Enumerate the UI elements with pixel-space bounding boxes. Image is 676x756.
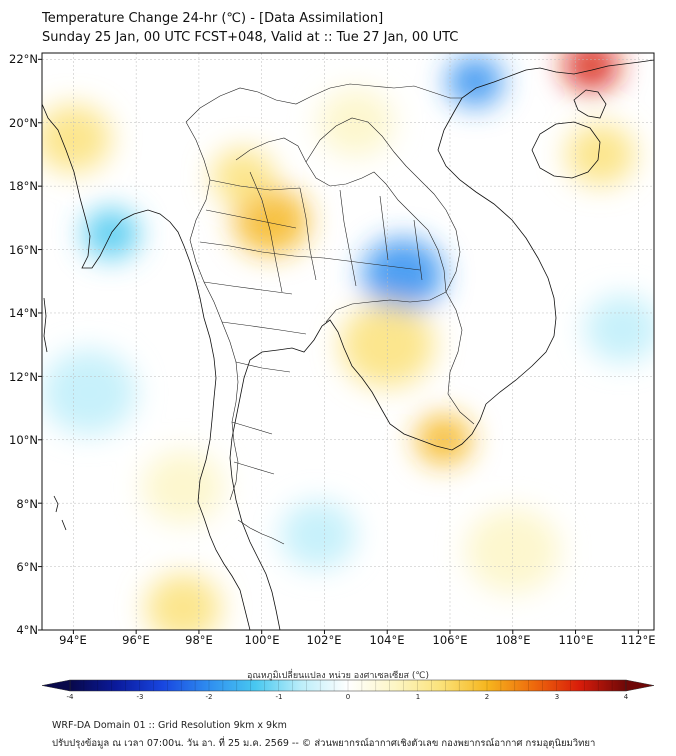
lat-label-22: 22°N <box>9 52 38 66</box>
colorbar-tick-label: 3 <box>554 693 560 701</box>
temperature-anomaly-region <box>42 349 137 435</box>
provinces-thailand <box>199 171 423 475</box>
lon-label-98: 98°E <box>185 633 213 647</box>
temperature-anomaly-region <box>340 302 435 388</box>
footer-credit: ปรับปรุงข้อมูล ณ เวลา 07:00น. วัน อา. ที… <box>52 738 596 749</box>
temperature-anomaly-region <box>562 53 620 92</box>
coastline-nicobar <box>53 495 67 531</box>
temperature-anomaly-region <box>145 573 221 630</box>
lat-label-18: 18°N <box>9 179 38 193</box>
lon-label-106: 106°E <box>432 633 468 647</box>
lat-label-8: 8°N <box>16 497 38 511</box>
chart-subtitle: Sunday 25 Jan, 00 UTC FCST+048, Valid at… <box>42 30 459 45</box>
coastline-hainan <box>531 121 601 179</box>
colorbar-tick-label: -4 <box>66 693 74 701</box>
map-frame <box>41 52 655 631</box>
temperature-anomaly-region <box>280 500 356 569</box>
colorbar-tick-label: -2 <box>205 693 213 701</box>
temperature-anomaly-region <box>142 450 225 525</box>
border-china <box>185 83 462 123</box>
lon-label-96: 96°E <box>122 633 150 647</box>
colorbar-tick-label: 4 <box>623 693 629 701</box>
border-laos-vietnam <box>305 117 461 293</box>
lon-label-112: 112°E <box>620 633 656 647</box>
coastline-vietnam <box>437 59 654 405</box>
lat-label-12: 12°N <box>9 370 38 384</box>
temperature-anomaly-region <box>42 104 112 173</box>
temperature-anomaly-region <box>362 238 444 312</box>
temperature-anomaly-region <box>584 294 654 363</box>
lon-label-94: 94°E <box>59 633 87 647</box>
colorbar-tick-label: 1 <box>415 693 421 701</box>
colorbar-title: อุณหภูมิเปลี่ยนแปลง หน่วย องศาเซลเซียส (… <box>246 671 430 681</box>
coastline-mainland <box>42 103 251 630</box>
colorbar-tick-label: 2 <box>484 693 490 701</box>
lon-label-102: 102°E <box>306 633 342 647</box>
lat-label-16: 16°N <box>9 243 38 257</box>
lon-label-108: 108°E <box>495 633 531 647</box>
temperature-anomaly-region <box>233 187 309 255</box>
colorbar-max-arrow <box>625 679 655 692</box>
colorbar-tick-label: 0 <box>345 693 351 701</box>
coastline-andaman <box>43 297 48 353</box>
border-thailand-malaysia <box>237 519 285 545</box>
lat-label-6: 6°N <box>16 560 38 574</box>
colorbar-min-arrow <box>41 679 71 692</box>
coastline-leizhou <box>573 89 607 119</box>
temperature-anomaly-region <box>211 148 275 205</box>
border-thailand-laos <box>235 137 447 293</box>
coastline-gulf-thailand <box>229 319 487 630</box>
lon-label-100: 100°E <box>244 633 280 647</box>
lat-label-20: 20°N <box>9 116 38 130</box>
footer-model-info: WRF-DA Domain 01 :: Grid Resolution 9km … <box>52 720 287 731</box>
lon-label-104: 104°E <box>369 633 405 647</box>
lat-label-10: 10°N <box>9 433 38 447</box>
lat-label-4: 4°N <box>16 623 38 637</box>
border-thailand-cambodia <box>325 291 447 323</box>
lat-label-14: 14°N <box>9 306 38 320</box>
colorbar-tick-label: -1 <box>275 693 283 701</box>
lon-label-110: 110°E <box>558 633 594 647</box>
border-cambodia-vietnam <box>445 291 475 425</box>
chart-title: Temperature Change 24-hr (℃) - [Data Ass… <box>42 11 384 26</box>
temperature-anomaly-region <box>566 123 636 186</box>
colorbar-tick-label: -3 <box>136 693 144 701</box>
temperature-anomaly-region <box>446 56 504 107</box>
border-myanmar-thailand <box>185 121 239 501</box>
